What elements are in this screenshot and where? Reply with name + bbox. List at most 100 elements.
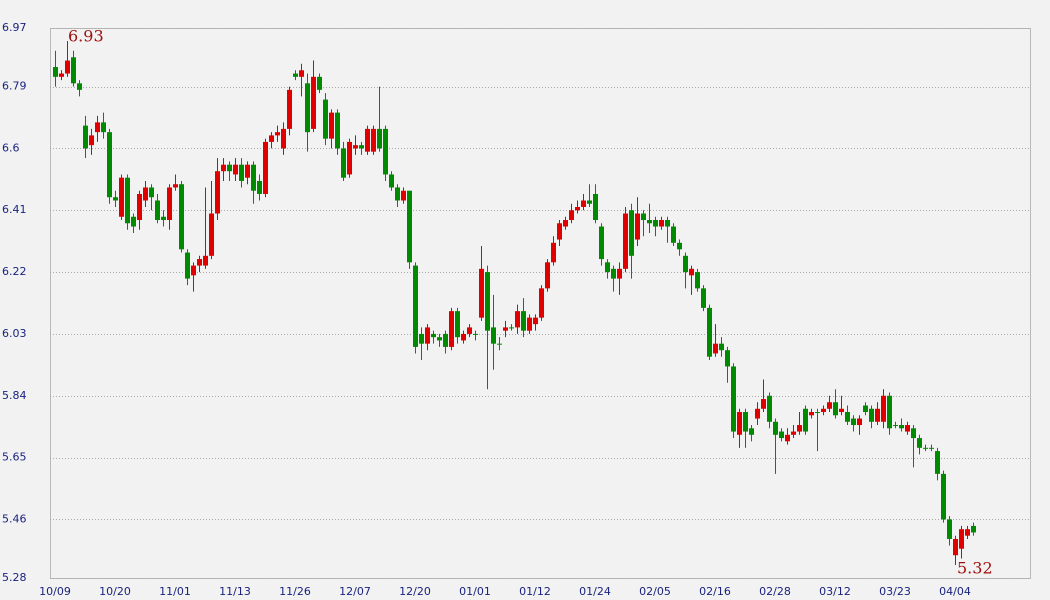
candle-body [605, 262, 610, 273]
y-tick-label: 6.97 [2, 21, 27, 34]
candle-body [173, 184, 178, 188]
candle-body [935, 451, 940, 474]
candle-body [485, 272, 490, 331]
candle-body [953, 538, 958, 556]
candle-body [71, 57, 76, 84]
candle-body [863, 405, 868, 413]
candle-body [581, 200, 586, 207]
candle-body [215, 171, 220, 214]
candle-body [365, 128, 370, 152]
candle-body [341, 148, 346, 178]
candle-body [107, 132, 112, 198]
candle-body [359, 145, 364, 149]
candle-body [329, 112, 334, 139]
candle-body [323, 99, 328, 139]
candle-body [155, 200, 160, 221]
candle-body [431, 333, 436, 338]
candle-body [785, 434, 790, 442]
x-tick-label: 04/04 [939, 585, 971, 598]
candle-body [461, 333, 466, 341]
candle-body [383, 128, 388, 175]
candle-body [599, 226, 604, 260]
candle-body [737, 412, 742, 435]
candle-body [569, 210, 574, 221]
y-tick-label: 6.22 [2, 265, 27, 278]
candle-body [269, 135, 274, 142]
x-tick-label: 12/07 [339, 585, 371, 598]
candle-body [395, 187, 400, 201]
candle-body [179, 184, 184, 250]
candle-body [209, 213, 214, 256]
x-tick-label: 12/20 [399, 585, 431, 598]
candle-body [245, 164, 250, 178]
candle-body [881, 395, 886, 422]
candle-body [611, 268, 616, 279]
y-tick-label: 6.6 [2, 141, 20, 154]
candle-body [59, 73, 64, 77]
x-tick-label: 03/23 [879, 585, 911, 598]
candle-body [131, 216, 136, 227]
candle-body [227, 164, 232, 172]
candle-body [65, 60, 70, 74]
candle-body [635, 213, 640, 240]
candle-body [497, 343, 502, 345]
candle-body [77, 83, 82, 90]
candle-body [371, 128, 376, 152]
candle-body [887, 395, 892, 429]
candle-body [503, 327, 508, 331]
y-tick-label: 5.84 [2, 389, 27, 402]
candle-body [197, 259, 202, 266]
candle-body [545, 262, 550, 289]
candle-body [443, 333, 448, 347]
candle-body [389, 174, 394, 188]
candle-body [917, 438, 922, 448]
candle-body [455, 311, 460, 338]
candle-body [515, 311, 520, 328]
candle-body [149, 187, 154, 198]
candle-body [425, 327, 430, 344]
candle-body [815, 412, 820, 414]
candle-body [401, 190, 406, 201]
candle-body [677, 242, 682, 250]
candle-body [845, 412, 850, 422]
candle-body [851, 418, 856, 426]
candle-body [755, 408, 760, 419]
candle-body [185, 252, 190, 279]
candle-body [275, 132, 280, 136]
candle-body [923, 447, 928, 449]
candle-body [491, 327, 496, 344]
candle-body [125, 177, 130, 224]
candle-body [821, 408, 826, 413]
candle-body [911, 428, 916, 439]
candle-body [971, 525, 976, 533]
x-tick-label: 10/09 [39, 585, 71, 598]
candle-body [725, 350, 730, 367]
candle-body [905, 425, 910, 432]
x-tick-label: 11/13 [219, 585, 251, 598]
candle-body [89, 135, 94, 146]
candle-body [731, 366, 736, 432]
candle-body [653, 220, 658, 227]
candle-body [791, 431, 796, 435]
candle-body [797, 425, 802, 432]
x-tick-label: 01/12 [519, 585, 551, 598]
candle-body [407, 190, 412, 263]
x-tick-label: 02/16 [699, 585, 731, 598]
candle-body [137, 193, 142, 221]
candle-body [659, 220, 664, 227]
x-tick-label: 02/28 [759, 585, 791, 598]
candle-body [509, 327, 514, 329]
candle-body [191, 265, 196, 276]
candle-body [257, 180, 262, 194]
max-annotation: 6.93 [68, 27, 104, 46]
candle-body [413, 265, 418, 347]
candle-body [773, 421, 778, 435]
candle-body [101, 122, 106, 133]
candle-body [593, 193, 598, 221]
candle-body [689, 268, 694, 276]
candle-body [83, 125, 88, 149]
x-tick-label: 10/20 [99, 585, 131, 598]
candle-body [143, 187, 148, 201]
candle-body [377, 128, 382, 149]
